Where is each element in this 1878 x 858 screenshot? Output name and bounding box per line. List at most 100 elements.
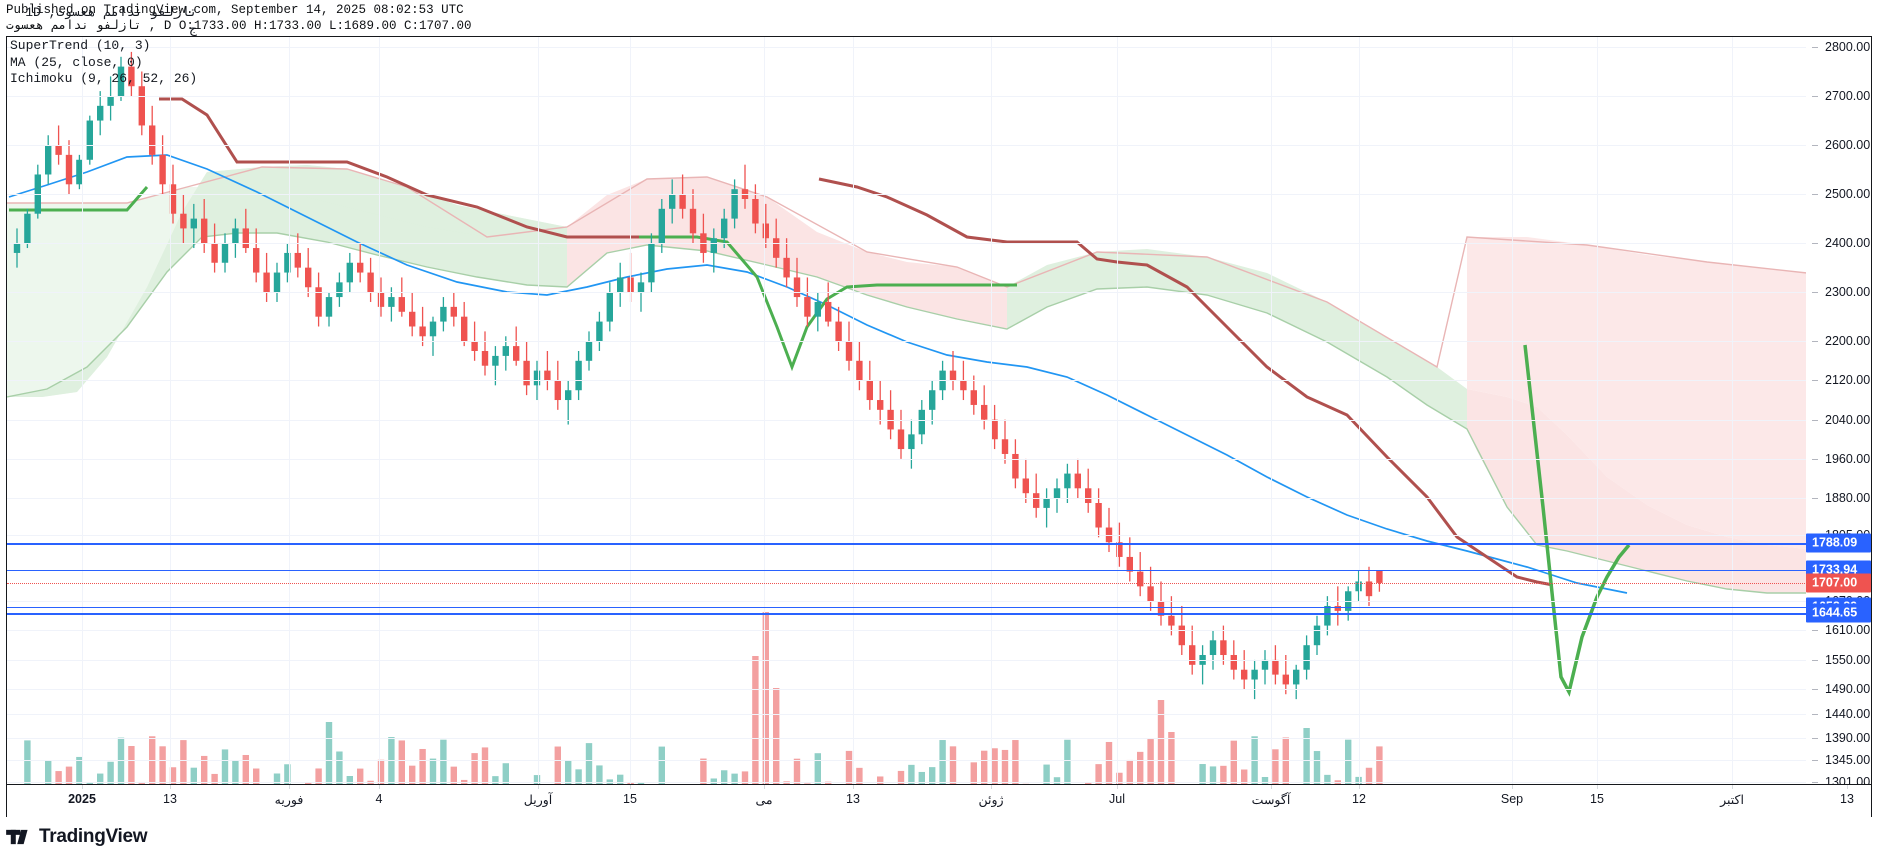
legend-symbol[interactable]: تازلفو ندامم هعسوت, 1D [25,5,198,20]
candle-body [814,301,821,317]
time-axis-tick-mark [82,785,83,789]
candle-body [825,301,832,322]
candle-body [76,159,83,185]
candle-body [55,145,62,155]
candle-body [710,238,717,253]
level-price-badge[interactable]: 1788.09 [1806,533,1871,553]
grid-line-vertical [1359,37,1360,816]
volume-bar [149,736,156,812]
legend-ichimoku[interactable]: Ichimoku (9, 26, 52, 26) [10,71,198,86]
price-axis-tick: 2600.00 [1811,138,1871,152]
grid-line-horizontal [7,47,1807,48]
candle-body [804,297,811,317]
current-price-badge[interactable]: 1707.00 [1806,573,1871,593]
price-axis[interactable]: 2800.00 2700.00 2600.00 2500.00 2400.00 2300.… [1806,37,1871,816]
tradingview-logo: TradingView [6,826,148,848]
candle-body [835,321,842,342]
level-price-badge[interactable]: 1644.65 [1806,603,1871,623]
candle-body [1293,669,1300,685]
volume-bar [1376,746,1383,812]
volume-bar [939,740,946,812]
volume-bar [1282,737,1289,812]
candle-body [1313,625,1321,646]
volume-bar [180,740,187,812]
time-axis-tick: آگوست [1251,793,1291,807]
volume-bar [1012,740,1019,812]
price-axis-tick: 2120.00 [1811,373,1871,387]
horizontal-level-line[interactable] [7,613,1807,616]
candle-body [377,292,385,307]
time-axis-tick: 13 [846,792,860,806]
candle-body [325,297,333,317]
time-axis-tick-mark [764,785,765,789]
time-axis-tick: 15 [623,792,637,806]
candle-body [606,292,613,322]
candle-body [253,248,260,273]
candle-body [398,297,405,312]
candle-body [221,243,229,263]
volume-bar [325,722,333,812]
chart-legend[interactable]: تازلفو ندامم هعسوت, 1D ج SuperTrend (10,… [10,5,197,88]
price-axis-tick: 1880.00 [1811,491,1871,505]
volume-bar [658,746,665,812]
candle-body [1376,570,1383,583]
candle-body [502,346,509,356]
horizontal-level-line[interactable] [7,543,1807,545]
time-axis-tick-mark [991,785,992,789]
time-axis-tick-mark [289,785,290,789]
grid-line-horizontal [7,601,1807,603]
volume-bar [159,746,166,812]
candle-body [481,351,489,366]
candle-body [991,419,998,440]
price-axis-tick: 1610.00 [1811,623,1871,637]
volume-bar [440,739,447,812]
time-axis[interactable]: 2025 13 فوریه 4 آوریل 15 می 13 ژوئن Jul آگوست 12 Sep… [7,784,1871,817]
ohlc-line: تازلفو ندامم هعسوت , D O:1733.00 H:1733.… [6,18,1006,34]
candle-body [138,86,145,126]
time-axis-tick: آوریل [523,793,553,807]
grid-line-horizontal [7,738,1807,740]
candle-body [866,380,873,401]
candle-body [315,287,322,317]
price-axis-tick: 1440.00 [1811,707,1871,721]
time-axis-tick-mark [1117,785,1118,789]
time-axis-tick-mark [1271,785,1272,789]
candle-body [273,272,281,293]
horizontal-level-line[interactable] [7,569,1807,572]
price-axis-tick: 1490.00 [1811,682,1871,696]
current-price-line [7,582,1807,584]
candle-body [429,321,437,337]
candle-body [533,370,541,386]
time-axis-tick: می [755,793,773,807]
candle-body [897,429,905,450]
time-axis-tick: 2025 [68,792,96,806]
candle-body [1209,640,1217,656]
candle-body [471,341,478,352]
candle-body [585,341,593,361]
candle-body [159,154,166,185]
volume-bar [1105,741,1113,812]
volume-bar [1272,749,1279,812]
time-axis-tick-mark [1732,785,1733,789]
symbol-name-rtl: تازلفو ندامم هعسوت [6,19,142,33]
grid-line-horizontal [7,782,1807,783]
volume-bar [949,746,957,812]
candle-body [721,218,728,239]
supertrend-bullish-segment-3 [1523,344,1631,697]
legend-supertrend[interactable]: SuperTrend (10, 3) [10,38,151,53]
candle-body [845,341,853,361]
volume-bar [221,749,229,812]
candle-body [1365,581,1373,597]
grid-line-horizontal [7,534,1807,536]
chart-plot-area[interactable] [7,37,1807,816]
candle-body [793,277,801,298]
legend-ma[interactable]: MA (25, close, 0) [10,54,143,70]
publication-header: Published on TradingView.com, September … [6,2,1006,34]
grid-line-horizontal [7,713,1807,715]
horizontal-level-line[interactable] [7,606,1807,609]
grid-line-vertical [289,37,290,816]
candle-body [762,223,769,239]
time-axis-tick-mark [853,785,854,789]
grid-line-horizontal [7,689,1807,691]
